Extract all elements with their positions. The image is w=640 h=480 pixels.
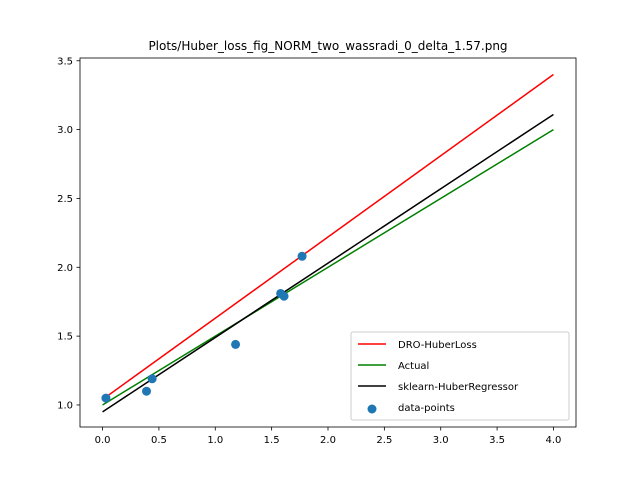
data-point bbox=[142, 386, 152, 396]
x-tick-label: 1.0 bbox=[207, 435, 223, 446]
y-tick-label: 3.5 bbox=[57, 56, 73, 67]
x-tick-label: 2.5 bbox=[376, 435, 392, 446]
series-line-actual bbox=[102, 128, 554, 406]
legend-label: data-points bbox=[398, 403, 455, 414]
x-tick-label: 4.0 bbox=[546, 435, 562, 446]
series-line-dro-huberloss bbox=[102, 73, 554, 401]
legend-box bbox=[350, 331, 570, 421]
x-tick-label: 0.5 bbox=[151, 435, 167, 446]
y-tick-label: 2.5 bbox=[57, 194, 73, 205]
data-point bbox=[297, 251, 307, 261]
legend-label: sklearn-HuberRegressor bbox=[398, 382, 519, 393]
x-tick-label: 3.5 bbox=[489, 435, 505, 446]
data-point bbox=[279, 291, 289, 301]
x-tick-label: 3.0 bbox=[433, 435, 449, 446]
axes: 0.0 0.5 1.0 1.5 2.0 2.5 3.0 3.5 4.0 1.0 1.5 2.0 2.5 3… bbox=[57, 56, 577, 446]
legend-swatch-marker bbox=[367, 404, 377, 414]
y-tick-label: 2.0 bbox=[57, 263, 73, 274]
x-tick-label: 1.5 bbox=[264, 435, 280, 446]
series-line-sklearn-huberregressor bbox=[102, 113, 554, 413]
data-point bbox=[231, 339, 241, 349]
x-tick-label: 0.0 bbox=[95, 435, 111, 446]
data-point bbox=[147, 374, 157, 384]
legend: DRO-HuberLoss Actual sklearn-HuberRegresso… bbox=[350, 331, 570, 421]
y-tick-label: 1.0 bbox=[57, 400, 73, 411]
y-tick-label: 3.0 bbox=[57, 125, 73, 136]
y-tick-label: 1.5 bbox=[57, 332, 73, 343]
legend-label: Actual bbox=[398, 361, 429, 372]
legend-label: DRO-HuberLoss bbox=[398, 340, 477, 351]
chart-title: Plots/Huber_loss_fig_NORM_two_wassradi_0… bbox=[148, 39, 507, 53]
data-point bbox=[101, 393, 111, 403]
plot-area bbox=[101, 73, 554, 413]
x-tick-label: 2.0 bbox=[320, 435, 336, 446]
